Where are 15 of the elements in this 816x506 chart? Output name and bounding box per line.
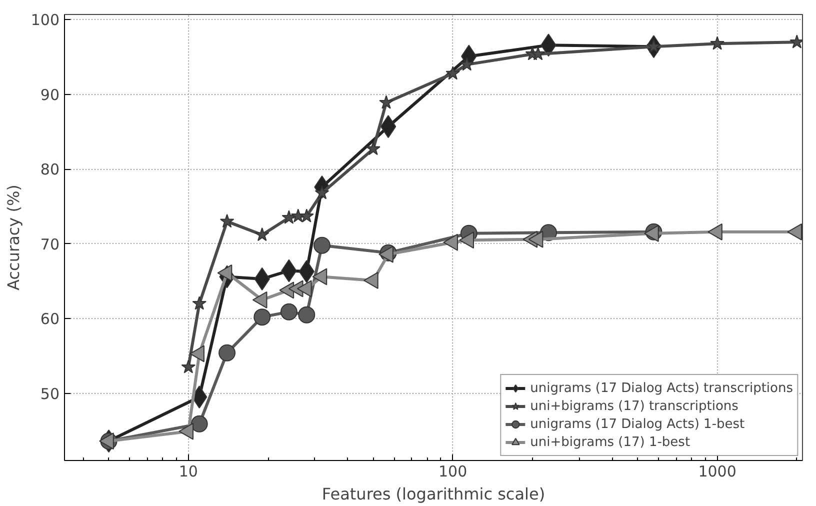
legend-label: uni+bigrams (17) 1-best bbox=[530, 434, 690, 451]
x-axis-title: Features (logarithmic scale) bbox=[322, 484, 546, 504]
y-tick-label: 60 bbox=[40, 310, 60, 328]
x-tick-label: 1000 bbox=[698, 462, 736, 480]
y-tick-label: 80 bbox=[40, 160, 60, 179]
x-tick-label: 10 bbox=[178, 462, 198, 480]
y-tick-label: 90 bbox=[40, 86, 60, 104]
y-axis-title: Accuracy (%) bbox=[4, 184, 23, 290]
y-tick-label: 70 bbox=[40, 235, 60, 254]
legend-label: uni+bigrams (17) transcriptions bbox=[530, 398, 738, 415]
y-tick-label: 50 bbox=[40, 384, 60, 403]
x-tick-label: 100 bbox=[438, 462, 468, 480]
y-tick-label: 100 bbox=[30, 11, 60, 30]
legend-label: unigrams (17 Dialog Acts) 1-best bbox=[530, 416, 745, 433]
legend-label: unigrams (17 Dialog Acts) transcriptions bbox=[530, 380, 793, 397]
